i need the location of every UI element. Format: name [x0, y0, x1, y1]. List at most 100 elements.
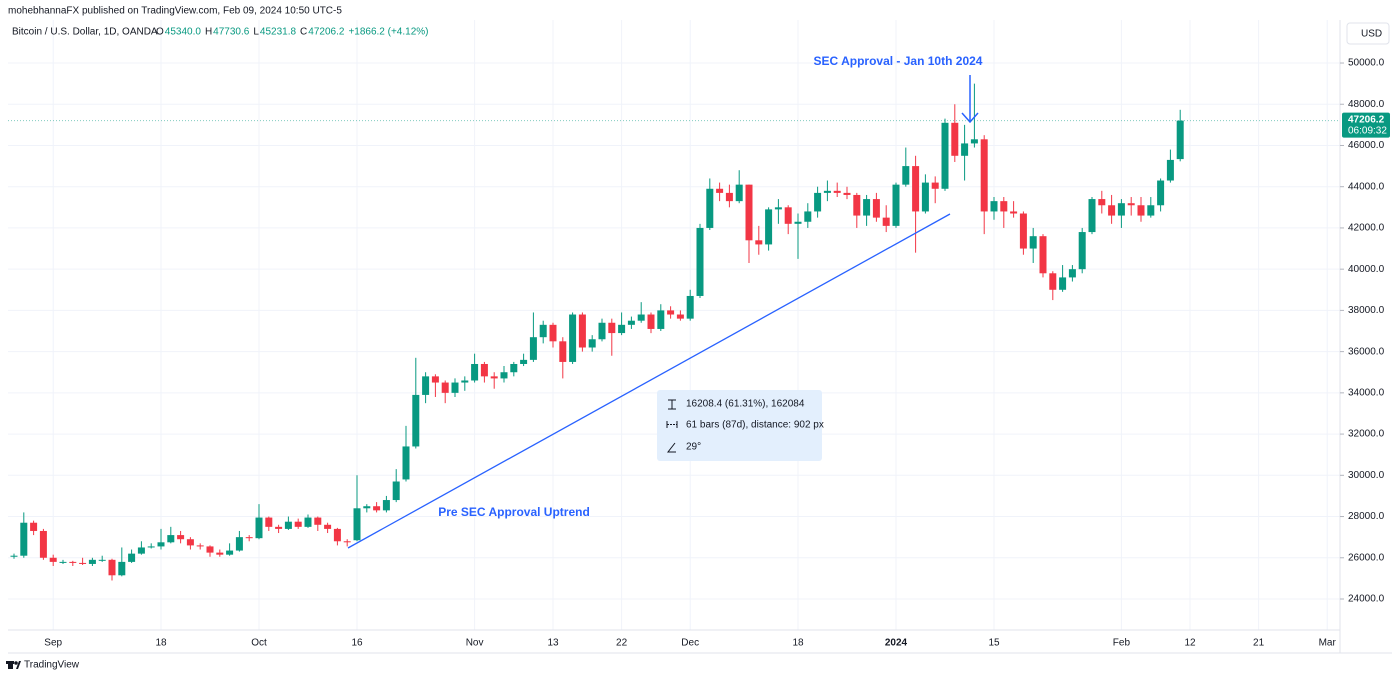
- y-tick-label: 30000.0: [1348, 470, 1385, 481]
- candle-body: [539, 324, 547, 338]
- candle-body: [1137, 205, 1145, 216]
- candle-body: [1088, 199, 1096, 233]
- candle-body: [422, 376, 430, 395]
- candle-body: [461, 380, 469, 383]
- candle-body: [990, 201, 998, 212]
- candle-body: [980, 139, 988, 212]
- candle-body: [186, 539, 194, 546]
- ohlc-value: 45340.0: [165, 27, 202, 38]
- y-tick-label: 44000.0: [1348, 181, 1385, 192]
- brand: TradingView: [24, 660, 80, 671]
- y-tick-label: 26000.0: [1348, 552, 1385, 563]
- y-tick-label: 48000.0: [1348, 99, 1385, 110]
- candle-body: [196, 545, 204, 547]
- ohlc-key: C: [300, 27, 307, 38]
- ohlc-key: L: [253, 27, 259, 38]
- candle-body: [226, 550, 234, 555]
- candle-body: [774, 207, 782, 210]
- candle-body: [1078, 232, 1086, 270]
- candle-body: [784, 207, 792, 224]
- candle-body: [1049, 273, 1057, 290]
- candle-body: [618, 324, 626, 334]
- candle-body: [343, 541, 351, 543]
- x-tick-label: 18: [792, 638, 804, 649]
- candle-body: [921, 182, 929, 212]
- x-tick-label: Feb: [1113, 638, 1131, 649]
- candle-body: [1098, 199, 1106, 206]
- candle-body: [1117, 203, 1125, 216]
- candle-body: [412, 394, 420, 447]
- x-tick-label: 16: [351, 638, 363, 649]
- candle-body: [451, 382, 459, 393]
- candle-body: [657, 310, 665, 329]
- symbol: Bitcoin / U.S. Dollar, 1D, OANDA: [12, 27, 158, 38]
- annotation: Pre SEC Approval Uptrend: [438, 505, 590, 519]
- x-tick-label: 21: [1253, 638, 1265, 649]
- x-tick-label: Sep: [44, 638, 62, 649]
- y-tick-label: 28000.0: [1348, 511, 1385, 522]
- candle-body: [137, 547, 145, 554]
- candle-body: [804, 211, 812, 222]
- candle-body: [49, 557, 57, 562]
- candle-body: [304, 517, 312, 527]
- candle-body: [1029, 236, 1037, 249]
- candle-body: [206, 546, 214, 553]
- candle-body: [765, 209, 773, 245]
- candle-body: [177, 535, 185, 540]
- candle-body: [716, 188, 724, 193]
- currency[interactable]: USD: [1361, 29, 1382, 40]
- candle-body: [706, 188, 714, 228]
- candle-body: [696, 227, 704, 296]
- y-tick-label: 40000.0: [1348, 264, 1385, 275]
- candle-body: [284, 521, 292, 529]
- measure-text: 16208.4 (61.31%), 162084: [686, 399, 805, 410]
- last-price-box: [1342, 112, 1390, 138]
- candle-body: [382, 500, 390, 511]
- candle-body: [951, 122, 959, 156]
- y-tick-label: 38000.0: [1348, 305, 1385, 316]
- x-tick-label: Dec: [681, 638, 699, 649]
- candle-body: [39, 530, 47, 558]
- candle-body: [265, 517, 273, 527]
- candle-body: [147, 546, 155, 548]
- candle-body: [578, 314, 586, 348]
- candle-body: [333, 528, 341, 542]
- candles: [10, 83, 1184, 581]
- measure-icons: [666, 399, 678, 453]
- candle-body: [500, 372, 508, 379]
- y-tick-label: 34000.0: [1348, 387, 1385, 398]
- candle-body: [245, 537, 253, 539]
- candle-body: [108, 559, 116, 576]
- candle-body: [235, 537, 243, 551]
- candle-body: [1108, 205, 1116, 216]
- candle-body: [20, 522, 28, 556]
- measure-text: 29°: [686, 442, 701, 453]
- currency-button[interactable]: [1346, 22, 1390, 45]
- candle-body: [902, 166, 910, 185]
- x-tick-label: 22: [616, 638, 628, 649]
- candle-body: [686, 295, 694, 319]
- candle-body: [79, 562, 87, 564]
- candle-body: [843, 192, 851, 195]
- candle-body: [872, 199, 880, 218]
- ohlc-value: 47206.2: [308, 27, 345, 38]
- candle-body: [30, 522, 38, 531]
- candle-body: [882, 217, 890, 226]
- ohlc-value: 45231.8: [260, 27, 297, 38]
- candle-body: [1176, 120, 1184, 160]
- last-price: 47206.2: [1348, 114, 1385, 125]
- candle-body: [441, 382, 449, 393]
- candle-body: [10, 555, 18, 557]
- annotation: SEC Approval - Jan 10th 2024: [814, 54, 983, 68]
- candle-body: [1127, 203, 1135, 206]
- measure-text: 61 bars (87d), distance: 902 px: [686, 420, 824, 431]
- candle-body: [275, 526, 283, 529]
- logo: [6, 661, 21, 669]
- candle-body: [637, 314, 645, 321]
- x-tick-label: 13: [547, 638, 559, 649]
- candle-body: [128, 553, 136, 562]
- candle-body: [667, 310, 675, 315]
- change: +1866.2 (+4.12%): [348, 27, 428, 38]
- candle-body: [833, 190, 841, 193]
